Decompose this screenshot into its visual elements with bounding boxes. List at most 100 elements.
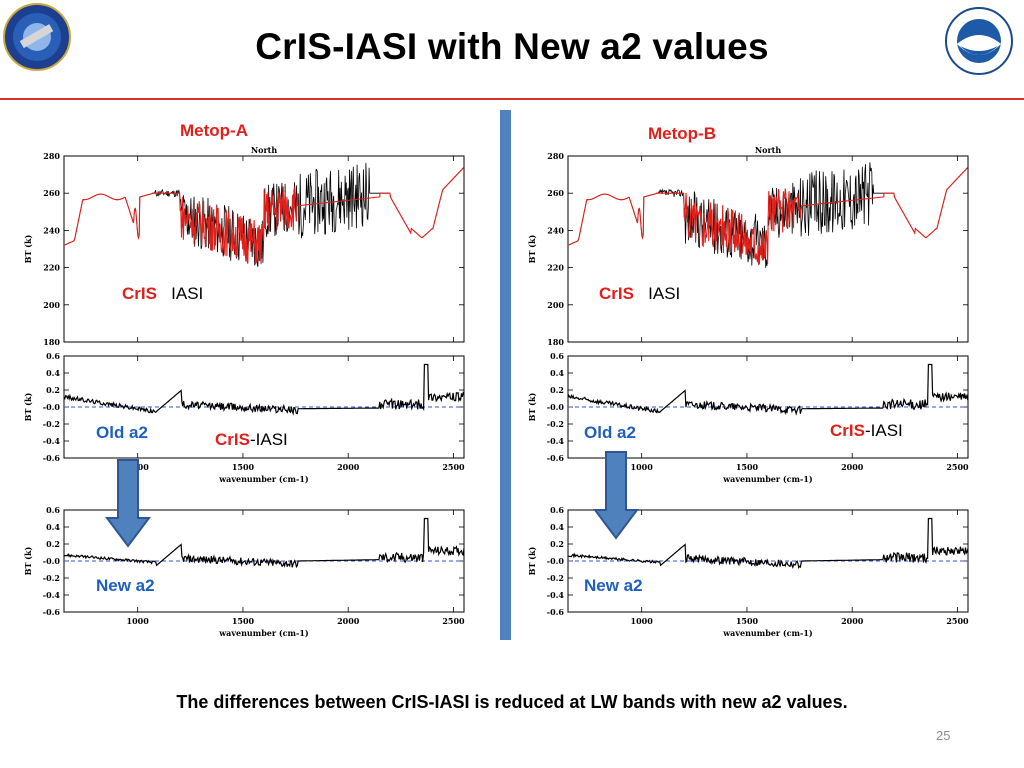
series-diff xyxy=(63,363,465,416)
legend-cris: CrIS xyxy=(599,284,634,303)
y-axis-label: BT (k) xyxy=(23,546,33,575)
legend-cris: CrIS xyxy=(122,284,157,303)
x-tick-label: 2000 xyxy=(841,616,864,626)
noaa-nesdis-star-logo xyxy=(3,3,71,71)
y-tick-label: 240 xyxy=(547,225,564,235)
x-tick-label: 1000 xyxy=(631,616,654,626)
y-axis-label: BT (k) xyxy=(23,392,33,421)
y-tick-label: -0.2 xyxy=(547,419,564,429)
legend-iasi: IASI xyxy=(648,284,681,303)
y-tick-label: 200 xyxy=(547,300,564,310)
series-diff xyxy=(568,517,969,570)
y-tick-label: 280 xyxy=(43,151,60,161)
y-tick-label: 0.6 xyxy=(550,505,564,515)
y-axis-label: BT (k) xyxy=(527,546,537,575)
new-a2-label-b: New a2 xyxy=(584,576,643,595)
slide-title: CrIS-IASI with New a2 values xyxy=(255,26,769,67)
legend-cris: CrIS xyxy=(215,430,250,449)
y-tick-label: 220 xyxy=(547,263,564,273)
title-rule xyxy=(0,98,1024,100)
y-axis-label: BT (k) xyxy=(527,392,537,421)
legend-iasi-dash: -IASI xyxy=(864,421,903,440)
old-a2-label-b: Old a2 xyxy=(584,423,636,442)
y-tick-label: -0.6 xyxy=(43,607,61,617)
x-axis-label: wavenumber (cm-1) xyxy=(218,474,309,484)
y-tick-label: 200 xyxy=(43,300,60,310)
legend-metop-b: CrIS IASI xyxy=(599,284,680,304)
page-number: 25 xyxy=(936,728,951,743)
series-cris xyxy=(63,167,465,265)
down-arrow-icon xyxy=(105,459,151,548)
x-tick-label: 1000 xyxy=(631,462,654,472)
y-axis-label: BT (k) xyxy=(23,234,33,263)
metop-b-label: Metop-B xyxy=(648,124,716,143)
y-tick-label: 0.2 xyxy=(46,385,60,395)
series-cris xyxy=(567,167,969,265)
panel-3: 0.6 0.4 0.2 -0.0 -0.2 -0.4 -0.6 BT (k) 1000 1500 2… xyxy=(23,505,465,638)
x-tick-label: 2000 xyxy=(337,616,360,626)
y-tick-label: -0.4 xyxy=(547,590,565,600)
legend-cris: CrIS xyxy=(830,421,865,440)
y-tick-label: -0.4 xyxy=(43,590,61,600)
y-tick-label: -0.2 xyxy=(547,573,564,583)
x-tick-label: 1500 xyxy=(736,616,759,626)
x-tick-label: 2500 xyxy=(946,616,969,626)
y-tick-label: 180 xyxy=(547,337,564,347)
x-tick-label: 1500 xyxy=(736,462,759,472)
x-tick-label: 2500 xyxy=(946,462,969,472)
new-a2-label-a: New a2 xyxy=(96,576,155,595)
y-tick-label: 0.6 xyxy=(550,351,564,361)
y-tick-label: 0.2 xyxy=(46,539,60,549)
y-tick-label: -0.6 xyxy=(547,453,565,463)
y-tick-label: 0.4 xyxy=(46,368,60,378)
x-axis-label: wavenumber (cm-1) xyxy=(722,628,813,638)
x-axis-label: wavenumber (cm-1) xyxy=(218,628,309,638)
slide-caption: The differences between CrIS-IASI is red… xyxy=(176,692,848,712)
y-tick-label: 0.4 xyxy=(46,522,60,532)
y-tick-label: 0.2 xyxy=(550,385,564,395)
series-diff xyxy=(63,517,465,569)
panel-title: North xyxy=(755,145,782,155)
x-tick-label: 2500 xyxy=(442,462,465,472)
panel-title: North xyxy=(251,145,278,155)
y-tick-label: -0.0 xyxy=(43,556,61,566)
y-tick-label: 280 xyxy=(547,151,564,161)
y-tick-label: -0.6 xyxy=(547,607,565,617)
y-tick-label: -0.4 xyxy=(43,436,61,446)
y-tick-label: -0.6 xyxy=(43,453,61,463)
legend-iasi: IASI xyxy=(171,284,204,303)
x-tick-label: 2000 xyxy=(841,462,864,472)
x-tick-label: 2500 xyxy=(442,616,465,626)
metop-a-label: Metop-A xyxy=(180,121,248,140)
old-a2-label-a: Old a2 xyxy=(96,423,148,442)
x-tick-label: 1500 xyxy=(232,616,255,626)
y-tick-label: 0.2 xyxy=(550,539,564,549)
y-tick-label: -0.2 xyxy=(43,573,60,583)
y-tick-label: -0.4 xyxy=(547,436,565,446)
y-tick-label: -0.0 xyxy=(547,556,565,566)
metop-a-chart: North 280 260 240 220 200 180 BT (k) 0.6 0.4 0.2 -0… xyxy=(23,145,465,638)
panel-2: 0.60.40.2-0.0-0.2-0.4-0.6BT (k)100015002… xyxy=(23,351,465,484)
y-tick-label: 220 xyxy=(43,263,60,273)
x-tick-label: 2000 xyxy=(337,462,360,472)
y-tick-label: 240 xyxy=(43,225,60,235)
panel-3: 0.6 0.4 0.2 -0.0 -0.2 -0.4 -0.6 BT (k) 1000 1500 2… xyxy=(527,505,969,638)
plot-frame xyxy=(63,155,465,343)
y-tick-label: 0.4 xyxy=(550,522,564,532)
legend-iasi-dash: -IASI xyxy=(249,430,288,449)
y-tick-label: 260 xyxy=(547,188,564,198)
y-axis-label: BT (k) xyxy=(527,234,537,263)
x-tick-label: 1500 xyxy=(232,462,255,472)
center-divider xyxy=(500,110,511,640)
y-tick-label: 180 xyxy=(43,337,60,347)
y-tick-label: 0.4 xyxy=(550,368,564,378)
y-tick-label: 0.6 xyxy=(46,351,60,361)
y-tick-label: -0.0 xyxy=(43,402,61,412)
y-tick-label: 260 xyxy=(43,188,60,198)
metop-b-chart: North 280 260 240 220 200 180 BT (k) 0.6 0.4 0.2 -0… xyxy=(527,145,969,638)
diff-legend-a: CrIS-IASI xyxy=(215,430,288,450)
panel-1: North 280 260 240 220 200 180 BT (k) xyxy=(23,145,465,347)
diff-legend-b: CrIS-IASI xyxy=(830,421,903,441)
legend-metop-a: CrIS IASI xyxy=(122,284,203,304)
series-diff xyxy=(567,363,969,416)
